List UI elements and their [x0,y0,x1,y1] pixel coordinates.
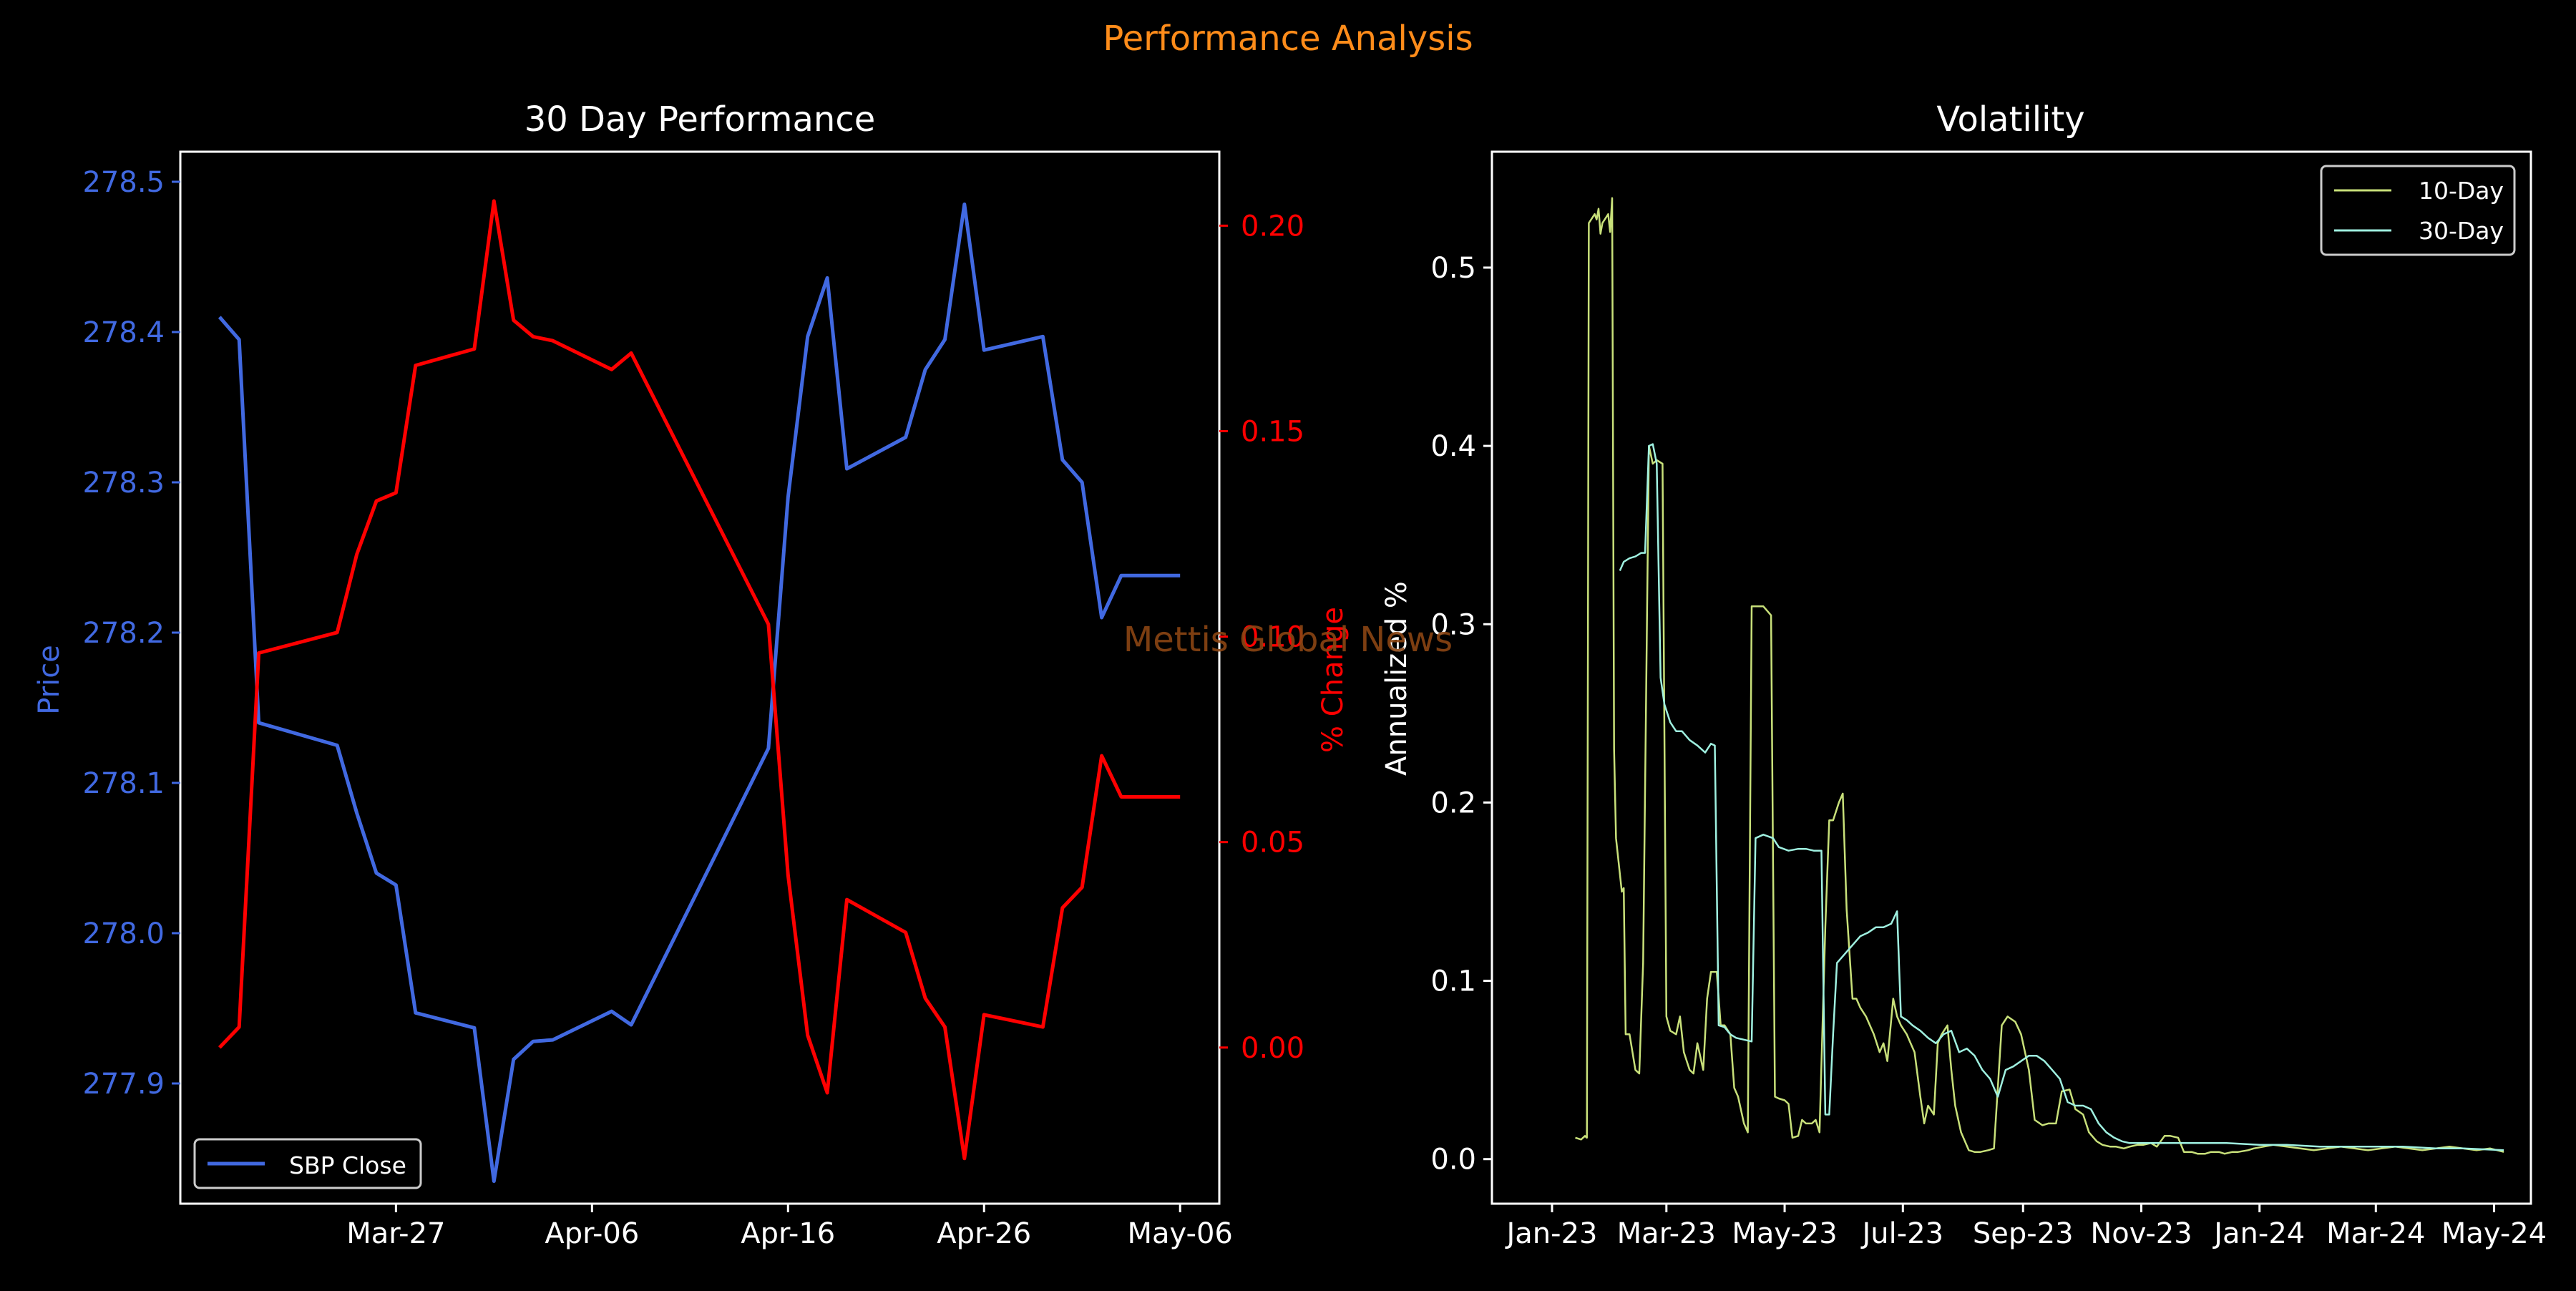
legend-label-30-day: 30-Day [2419,217,2504,245]
chart-30-day-performance: 30 Day Performance Mar-27 Apr-06 Apr-16 Apr… [33,99,1350,1250]
x-tick-label: Nov-23 [2090,1217,2192,1250]
left-legend: SBP Close [193,1138,422,1189]
legend-label-sbp-close: SBP Close [289,1151,406,1179]
right-chart-y-axis-label: Annualized % [1380,581,1413,776]
right-series-layer [1575,197,2504,1155]
y2-tick-label: 0.05 [1241,827,1304,859]
x-tick-label: May-24 [2441,1217,2547,1250]
y-tick-label: 278.4 [82,316,165,349]
y2-tick-label: 0.10 [1241,621,1304,654]
right-x-axis: Jan-23 Mar-23 May-23 Jul-23 Sep-23 Nov-23 Jan-… [1504,1204,2547,1250]
watermark: Mettis Global News [1123,620,1453,660]
legend-box [193,1138,422,1189]
x-tick-label: Apr-16 [741,1217,835,1250]
y2-tick-label: 0.15 [1241,415,1304,448]
legend-box [2320,165,2516,256]
y-tick-label: 278.5 [82,166,165,199]
x-tick-label: Sep-23 [1973,1217,2074,1250]
x-tick-label: Mar-23 [1617,1217,1716,1250]
x-tick-label: Apr-26 [937,1217,1031,1250]
figure-suptitle: Performance Analysis [1103,19,1473,59]
x-tick-label: Jul-23 [1860,1217,1944,1250]
y-tick-label: 278.2 [82,617,165,650]
left-series-layer [218,199,1181,1183]
series-line-change [218,199,1181,1161]
right-plot-frame [1491,150,2532,1205]
chart-volatility: Volatility Jan-23 Mar-23 May-23 Jul-23 Sep-2… [1380,99,2547,1250]
y-tick-label: 278.3 [82,467,165,500]
y-tick-label: 278.0 [82,917,165,950]
left-y-axis-label: Price [33,645,66,715]
y-tick-label: 0.4 [1430,430,1476,463]
x-tick-label: Mar-24 [2326,1217,2425,1250]
right-y-axis-label: % Change [1317,607,1350,753]
x-tick-label: May-23 [1732,1217,1837,1250]
y2-tick-label: 0.20 [1241,210,1304,243]
series-line-sbp-close [218,203,1181,1183]
legend-label-10-day: 10-Day [2419,177,2504,205]
y-tick-label: 0.3 [1430,608,1476,641]
right-legend: 10-Day 30-Day [2320,165,2516,256]
x-tick-label: May-06 [1128,1217,1233,1250]
y-tick-label: 0.5 [1430,252,1476,285]
y-tick-label: 0.2 [1430,786,1476,819]
y2-tick-label: 0.00 [1241,1032,1304,1065]
series-line-10-day [1575,197,2504,1155]
y-tick-label: 278.1 [82,767,165,800]
left-plot-frame [179,150,1221,1205]
left-right-y-axis: 0.00 0.05 0.10 0.15 0.20 [1219,210,1304,1065]
left-y-axis: 277.9 278.0 278.1 278.2 278.3 278.4 278.5 [82,166,180,1101]
x-tick-label: Apr-06 [545,1217,639,1250]
y-tick-label: 277.9 [82,1068,165,1101]
x-tick-label: Jan-23 [1504,1217,1597,1250]
x-tick-label: Mar-27 [346,1217,445,1250]
left-x-axis: Mar-27 Apr-06 Apr-16 Apr-26 May-06 [346,1204,1233,1250]
series-line-30-day [1619,443,2504,1151]
x-tick-label: Jan-24 [2212,1217,2305,1250]
y-tick-label: 0.1 [1430,965,1476,998]
right-y-axis: 0.0 0.1 0.2 0.3 0.4 0.5 [1430,252,1492,1176]
y-tick-label: 0.0 [1430,1144,1476,1176]
chart-title: Volatility [1936,99,2084,140]
chart-title: 30 Day Performance [525,99,876,140]
